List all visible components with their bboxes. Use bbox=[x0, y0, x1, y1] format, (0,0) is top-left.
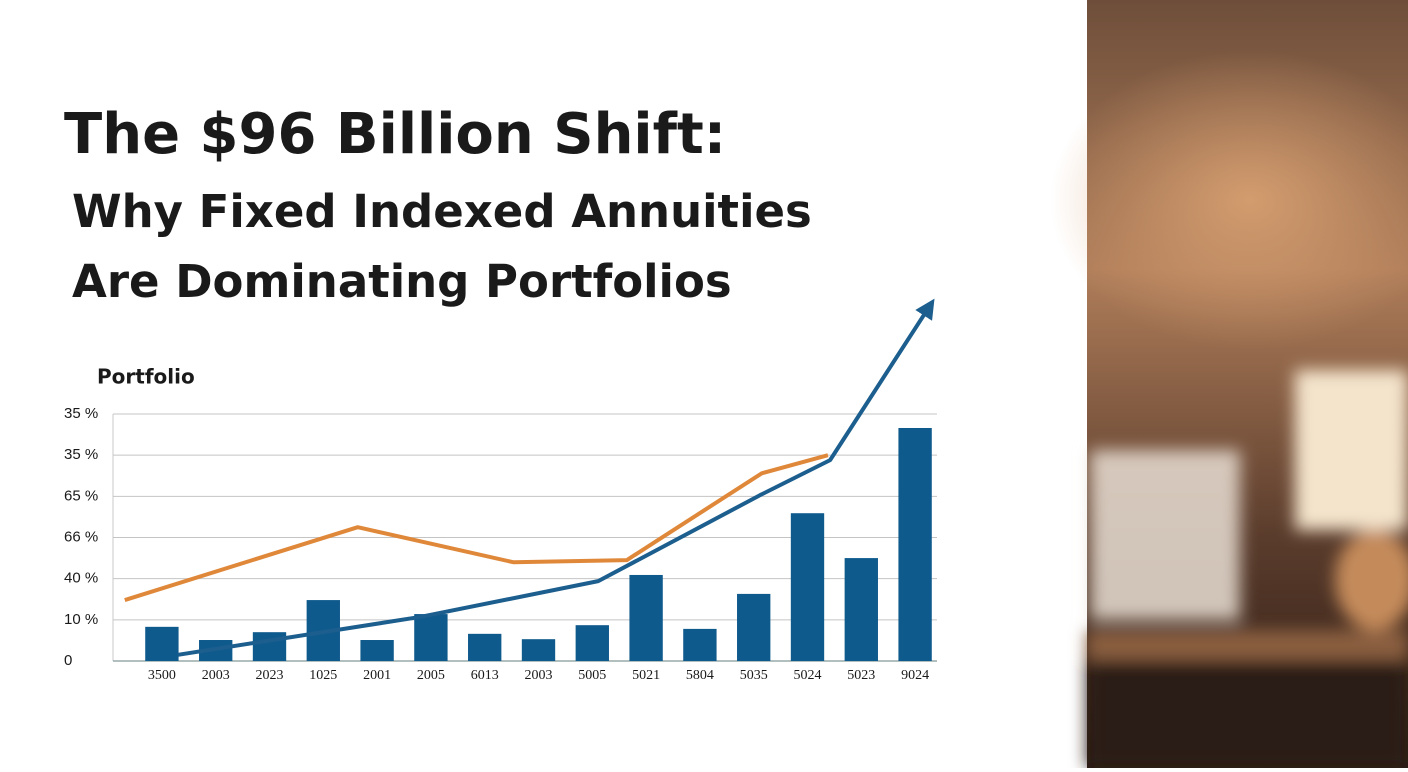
bar bbox=[737, 593, 771, 661]
y-tick-label: 10 % bbox=[64, 611, 98, 628]
y-axis-label: Portfolio bbox=[97, 365, 195, 389]
y-tick-label: 40 % bbox=[64, 570, 98, 587]
bar bbox=[360, 640, 394, 661]
photo-background bbox=[1050, 0, 1408, 768]
x-tick-label: 5023 bbox=[847, 668, 875, 683]
subtitle: Are Dominating Portfolios bbox=[72, 255, 732, 308]
x-tick-label: 5021 bbox=[632, 668, 660, 683]
x-tick-label: 2003 bbox=[202, 668, 230, 683]
subtitle: Why Fixed Indexed Annuities bbox=[72, 185, 812, 238]
x-tick-label: 6013 bbox=[471, 668, 499, 683]
x-tick-label: 2003 bbox=[525, 668, 553, 683]
y-tick-label: 0 bbox=[64, 652, 72, 669]
y-tick-label: 66 % bbox=[64, 528, 98, 545]
trend-line bbox=[124, 453, 829, 602]
bar bbox=[145, 626, 179, 661]
x-tick-label: 2023 bbox=[256, 668, 284, 683]
bar bbox=[252, 632, 287, 661]
bar bbox=[790, 513, 825, 661]
bar bbox=[844, 558, 878, 661]
x-tick-label: 5804 bbox=[686, 668, 714, 683]
bar bbox=[414, 614, 448, 661]
x-tick-label: 1025 bbox=[309, 668, 337, 683]
x-tick-label: 9024 bbox=[901, 668, 929, 683]
bar bbox=[683, 628, 717, 661]
x-tick-label: 2001 bbox=[363, 668, 391, 683]
y-tick-label: 65 % bbox=[64, 487, 98, 504]
bar bbox=[575, 625, 609, 661]
trend-line bbox=[177, 298, 935, 657]
x-tick-label: 5035 bbox=[740, 668, 768, 683]
bar bbox=[898, 427, 932, 661]
x-tick-label: 5024 bbox=[794, 668, 822, 683]
bar bbox=[468, 633, 502, 661]
title: The $96 Billion Shift: bbox=[64, 102, 726, 167]
bar bbox=[521, 639, 556, 661]
x-tick-label: 2005 bbox=[417, 668, 445, 683]
x-tick-label: 5005 bbox=[578, 668, 606, 683]
y-tick-label: 35 % bbox=[64, 405, 98, 422]
y-tick-label: 35 % bbox=[64, 446, 98, 463]
bar bbox=[629, 574, 663, 661]
x-tick-label: 3500 bbox=[148, 668, 176, 683]
